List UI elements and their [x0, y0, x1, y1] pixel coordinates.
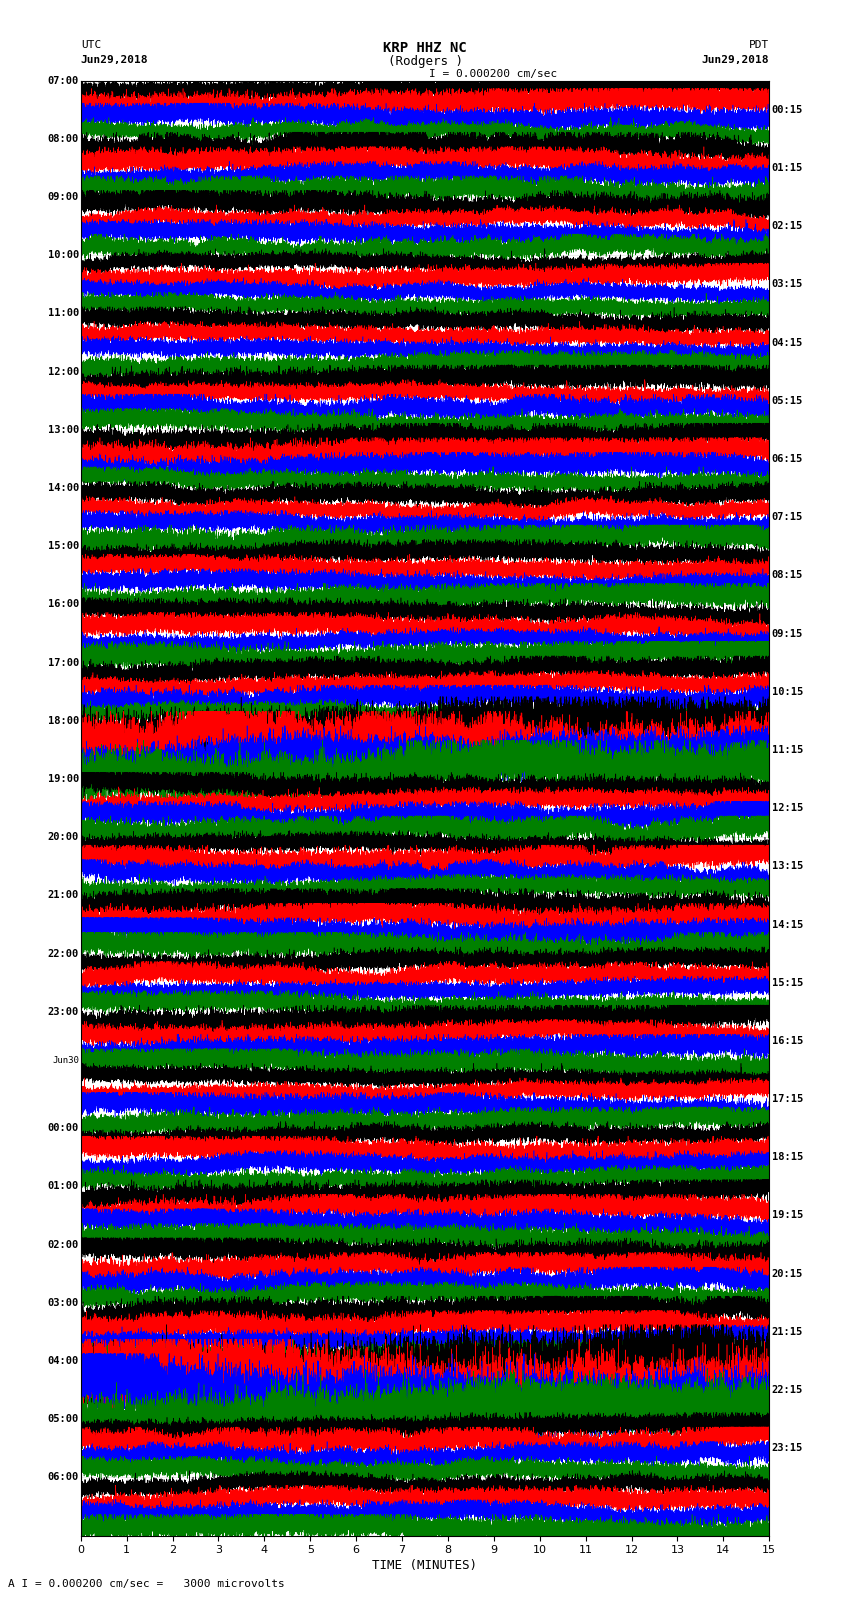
Text: 00:15: 00:15 — [772, 105, 803, 115]
Text: 06:15: 06:15 — [772, 453, 803, 465]
Text: KRP HHZ NC: KRP HHZ NC — [383, 42, 467, 55]
Text: UTC: UTC — [81, 40, 101, 50]
Text: 12:15: 12:15 — [772, 803, 803, 813]
Text: Jun29,2018: Jun29,2018 — [81, 55, 148, 65]
Text: 03:15: 03:15 — [772, 279, 803, 289]
Text: 17:15: 17:15 — [772, 1094, 803, 1103]
Text: 22:15: 22:15 — [772, 1386, 803, 1395]
Text: PDT: PDT — [749, 40, 769, 50]
Text: 05:00: 05:00 — [48, 1415, 79, 1424]
Text: 01:15: 01:15 — [772, 163, 803, 173]
Text: Jun30: Jun30 — [52, 1057, 79, 1065]
Text: 16:15: 16:15 — [772, 1036, 803, 1045]
Text: 13:00: 13:00 — [48, 424, 79, 436]
Text: 21:00: 21:00 — [48, 890, 79, 900]
Text: 15:15: 15:15 — [772, 977, 803, 987]
Text: 07:00: 07:00 — [48, 76, 79, 85]
Text: 12:00: 12:00 — [48, 366, 79, 376]
Text: 13:15: 13:15 — [772, 861, 803, 871]
Text: 10:00: 10:00 — [48, 250, 79, 260]
Text: 18:00: 18:00 — [48, 716, 79, 726]
Text: 02:00: 02:00 — [48, 1240, 79, 1250]
Text: 11:00: 11:00 — [48, 308, 79, 318]
Text: 04:15: 04:15 — [772, 337, 803, 347]
Text: 15:00: 15:00 — [48, 542, 79, 552]
Text: 00:00: 00:00 — [48, 1123, 79, 1134]
X-axis label: TIME (MINUTES): TIME (MINUTES) — [372, 1560, 478, 1573]
Text: 23:15: 23:15 — [772, 1444, 803, 1453]
Text: 22:00: 22:00 — [48, 948, 79, 958]
Text: 02:15: 02:15 — [772, 221, 803, 231]
Text: 03:00: 03:00 — [48, 1298, 79, 1308]
Text: Jun29,2018: Jun29,2018 — [702, 55, 769, 65]
Text: 14:00: 14:00 — [48, 482, 79, 494]
Text: 19:15: 19:15 — [772, 1210, 803, 1221]
Text: 09:15: 09:15 — [772, 629, 803, 639]
Text: I = 0.000200 cm/sec: I = 0.000200 cm/sec — [429, 69, 558, 79]
Text: 18:15: 18:15 — [772, 1152, 803, 1163]
Text: 23:00: 23:00 — [48, 1007, 79, 1016]
Text: 10:15: 10:15 — [772, 687, 803, 697]
Text: 16:00: 16:00 — [48, 600, 79, 610]
Text: (Rodgers ): (Rodgers ) — [388, 55, 462, 68]
Text: 14:15: 14:15 — [772, 919, 803, 929]
Text: A I = 0.000200 cm/sec =   3000 microvolts: A I = 0.000200 cm/sec = 3000 microvolts — [8, 1579, 286, 1589]
Text: 19:00: 19:00 — [48, 774, 79, 784]
Text: 07:15: 07:15 — [772, 513, 803, 523]
Text: 21:15: 21:15 — [772, 1327, 803, 1337]
Text: 08:15: 08:15 — [772, 571, 803, 581]
Text: 20:15: 20:15 — [772, 1269, 803, 1279]
Text: 04:00: 04:00 — [48, 1357, 79, 1366]
Text: 01:00: 01:00 — [48, 1181, 79, 1192]
Text: 05:15: 05:15 — [772, 395, 803, 406]
Text: 17:00: 17:00 — [48, 658, 79, 668]
Text: 08:00: 08:00 — [48, 134, 79, 144]
Text: 09:00: 09:00 — [48, 192, 79, 202]
Text: 20:00: 20:00 — [48, 832, 79, 842]
Text: 06:00: 06:00 — [48, 1473, 79, 1482]
Text: 11:15: 11:15 — [772, 745, 803, 755]
